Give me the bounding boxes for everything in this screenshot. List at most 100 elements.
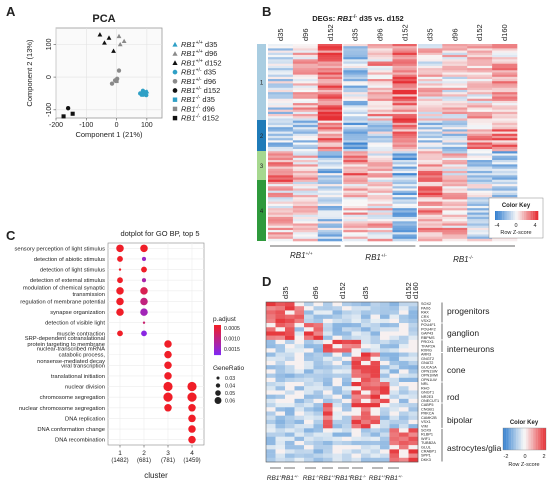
deg-heat-cell	[442, 46, 468, 49]
cluster-bar-segment	[257, 151, 266, 180]
marker-heat-cell	[370, 403, 381, 408]
deg-heat-cell	[268, 197, 294, 200]
deg-heat-cell	[442, 87, 468, 91]
marker-gene-label: PRKCA	[421, 412, 435, 416]
marker-key-gradient-step	[506, 428, 509, 450]
deg-heat-cell	[342, 122, 368, 126]
marker-heat-cell	[313, 440, 324, 446]
padj-gradient-step	[214, 331, 221, 333]
pca-point	[97, 32, 103, 37]
marker-key-gradient-step	[529, 428, 532, 450]
marker-heat-cell	[304, 386, 314, 391]
panel-label-a: A	[6, 4, 16, 19]
deg-heat-cell	[467, 133, 493, 137]
deg-heat-cell	[442, 177, 468, 181]
deg-column-label: d35	[425, 28, 434, 41]
marker-heat-cell	[285, 339, 295, 345]
marker-heat-cell	[275, 411, 286, 416]
marker-heat-cell	[399, 369, 409, 374]
deg-heat-cell	[268, 230, 294, 233]
deg-heat-cell	[392, 76, 418, 80]
deg-heat-cell	[367, 70, 393, 73]
marker-heat-cell	[342, 424, 352, 429]
deg-heat-cell	[268, 135, 294, 139]
deg-heat-cell	[292, 103, 319, 106]
deg-heat-cell	[292, 203, 319, 207]
deg-heat-cell	[342, 184, 368, 187]
marker-heat-cell	[266, 335, 276, 341]
deg-heat-cell	[467, 76, 493, 80]
deg-heat-cell	[442, 79, 468, 82]
marker-heat-cell	[408, 369, 419, 374]
marker-heat-cell	[342, 356, 352, 362]
deg-heat-cell	[342, 201, 368, 205]
marker-heat-cell	[313, 373, 324, 378]
deg-heat-cell	[342, 61, 368, 64]
pca-plot-area	[55, 27, 163, 119]
deg-heat-cell	[268, 199, 294, 202]
deg-heat-cell	[367, 208, 393, 211]
marker-heat-cell	[389, 403, 400, 408]
deg-heat-cell	[442, 186, 468, 189]
generatio-legend-dot	[215, 390, 221, 396]
marker-heat-cell	[361, 339, 371, 345]
marker-heat-cell	[285, 428, 295, 433]
marker-heat-cell	[399, 377, 409, 383]
marker-heat-cell	[370, 382, 381, 387]
deg-heat-cell	[392, 144, 418, 148]
deg-heat-cell	[417, 54, 443, 58]
deg-heat-cell	[342, 105, 368, 108]
deg-heat-cell	[392, 208, 418, 211]
deg-heat-cell	[492, 92, 518, 95]
deg-heat-cell	[467, 146, 493, 150]
deg-heat-cell	[292, 216, 319, 220]
marker-heat-cell	[389, 407, 400, 412]
deg-heat-cell	[417, 173, 443, 176]
deg-heat-cell	[268, 210, 294, 213]
deg-heat-cell	[417, 230, 443, 233]
deg-heat-cell	[417, 61, 443, 64]
deg-heat-cell	[317, 216, 343, 220]
deg-heat-cell	[467, 166, 493, 170]
marker-gene-label: GNGT2	[421, 357, 434, 361]
marker-heat-cell	[332, 356, 343, 362]
dotplot-dot	[116, 297, 124, 306]
marker-heat-cell	[389, 331, 400, 336]
deg-heat-cell	[268, 186, 294, 189]
deg-heat-cell	[417, 116, 443, 119]
deg-heat-cell	[317, 79, 343, 82]
marker-heat-cell	[275, 327, 286, 332]
marker-heat-cell	[285, 457, 295, 463]
deg-heat-cell	[342, 149, 368, 152]
marker-heat-cell	[399, 314, 409, 320]
deg-heat-cell	[367, 48, 393, 51]
marker-heat-cell	[313, 432, 324, 437]
marker-heat-cell	[342, 432, 352, 437]
pca-point	[121, 38, 127, 44]
marker-heat-cell	[275, 331, 286, 336]
deg-heat-cell	[392, 83, 418, 86]
deg-heat-cell	[367, 195, 393, 198]
padj-legend-tick: 0.0010	[224, 337, 240, 343]
marker-heat-cell	[380, 403, 390, 408]
pca-point	[117, 41, 123, 47]
marker-heat-cell	[342, 382, 352, 387]
deg-heat-cell	[417, 203, 443, 207]
deg-heat-cell	[292, 208, 319, 211]
deg-heat-cell	[268, 94, 294, 97]
marker-heat-cell	[313, 365, 324, 370]
marker-heat-cell	[313, 348, 324, 353]
deg-heat-cell	[342, 138, 368, 141]
marker-heat-cell	[332, 453, 343, 458]
deg-heat-cell	[492, 81, 518, 84]
dotplot-term-label: chromosome segregation	[40, 395, 105, 401]
deg-heat-cell	[268, 162, 294, 165]
marker-heat-cell	[389, 436, 400, 442]
dotplot-x-tick-label: 3	[166, 450, 170, 457]
deg-heat-cell	[268, 175, 294, 178]
deg-heat-cell	[292, 129, 319, 132]
deg-heat-cell	[417, 170, 443, 174]
deg-heat-cell	[467, 140, 493, 143]
dotplot-term-label: detection of light stimulus	[40, 268, 105, 274]
deg-heat-cell	[392, 79, 418, 82]
